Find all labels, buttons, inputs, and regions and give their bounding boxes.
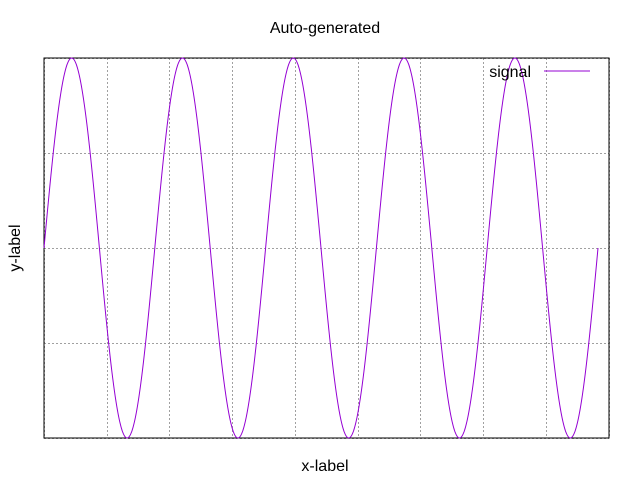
series-line-signal — [43, 57, 599, 439]
legend-label-signal: signal — [489, 64, 531, 81]
x-axis-label: x-label — [301, 458, 348, 475]
chart-title: Auto-generated — [270, 20, 380, 37]
y-axis-label: y-label — [7, 224, 24, 271]
legend: signal — [489, 64, 590, 81]
